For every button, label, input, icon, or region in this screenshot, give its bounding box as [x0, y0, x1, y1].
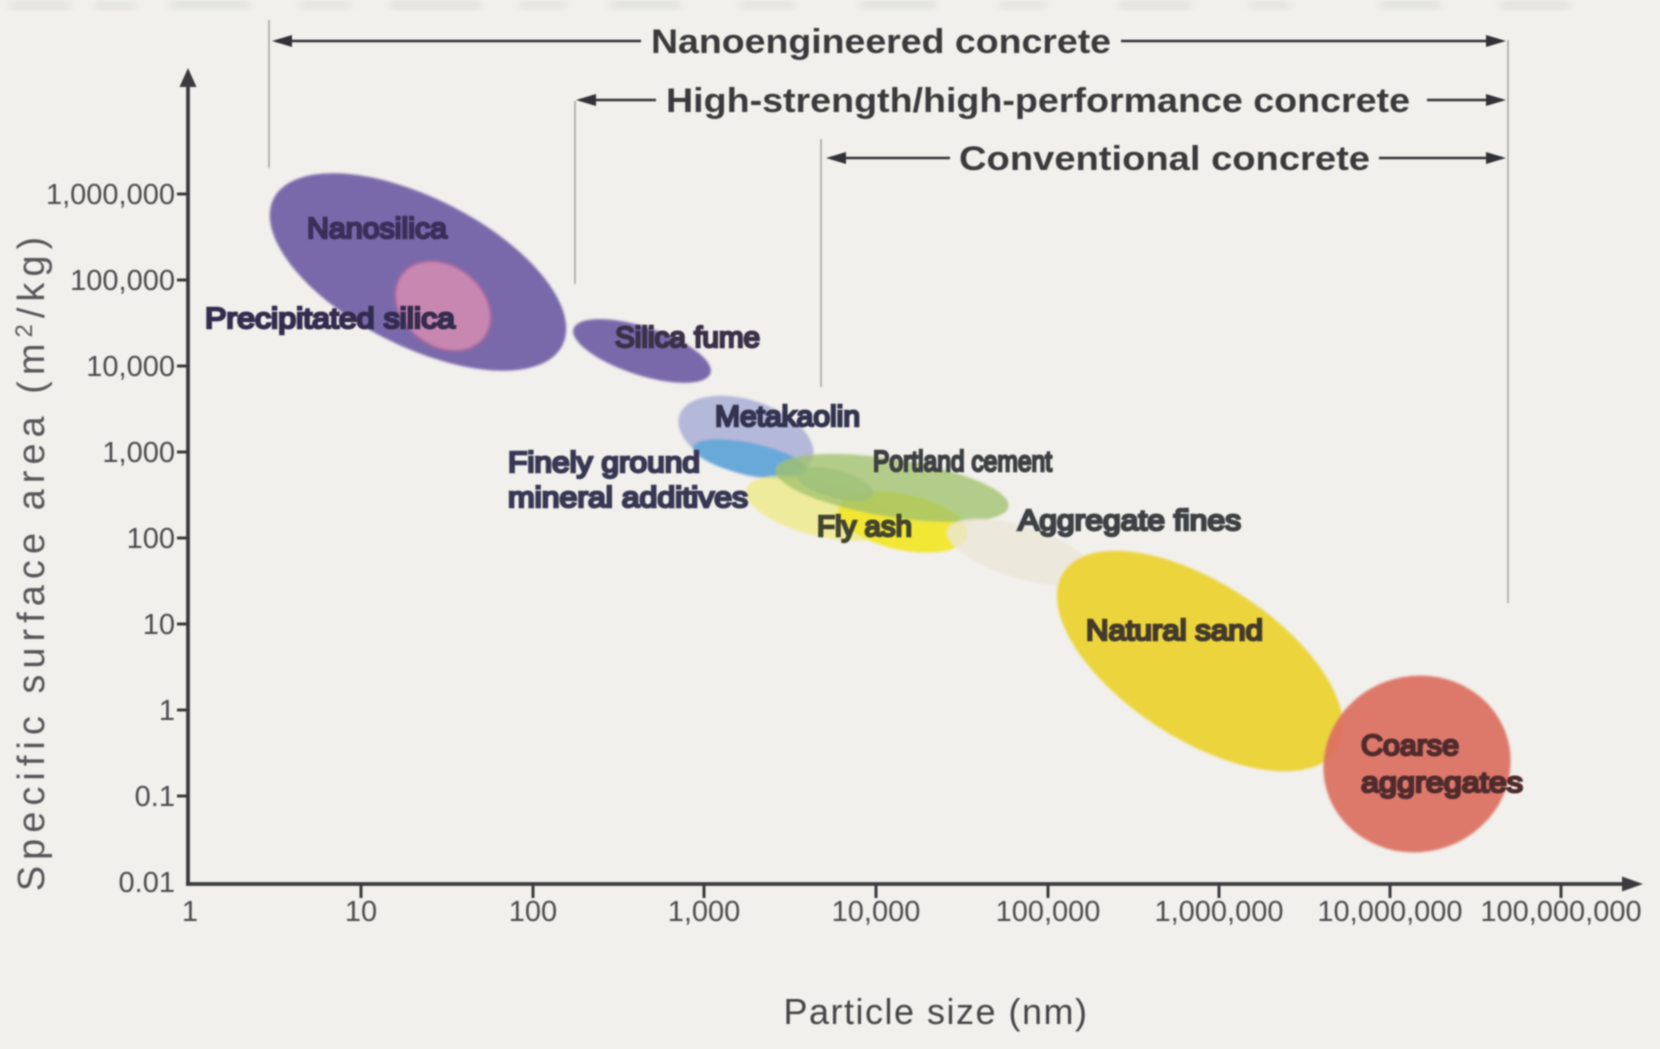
svg-text:1,000,000: 1,000,000	[1154, 896, 1283, 928]
svg-text:Metakaolin: Metakaolin	[715, 401, 860, 433]
svg-text:100: 100	[509, 896, 557, 928]
svg-text:100: 100	[127, 523, 175, 555]
svg-text:Specific surface area (m2/kg): Specific surface area (m2/kg)	[11, 231, 53, 891]
svg-text:Particle size (nm): Particle size (nm)	[783, 991, 1088, 1032]
svg-text:Fly ash: Fly ash	[817, 511, 912, 543]
svg-text:1,000: 1,000	[668, 896, 741, 928]
svg-text:Natural sand: Natural sand	[1086, 615, 1263, 647]
svg-text:10,000: 10,000	[832, 896, 921, 928]
svg-text:Aggregate fines: Aggregate fines	[1018, 505, 1241, 537]
svg-text:100,000,000: 100,000,000	[1480, 896, 1641, 928]
svg-text:Portland cement: Portland cement	[873, 446, 1052, 478]
svg-text:Coarse: Coarse	[1361, 730, 1459, 762]
svg-text:1,000: 1,000	[102, 437, 175, 469]
svg-text:10,000,000: 10,000,000	[1317, 896, 1462, 928]
svg-text:Nanosilica: Nanosilica	[307, 213, 448, 245]
svg-text:0.01: 0.01	[119, 867, 175, 899]
svg-text:Precipitated silica: Precipitated silica	[205, 303, 456, 335]
svg-text:1: 1	[159, 695, 175, 727]
svg-text:10,000: 10,000	[86, 351, 175, 383]
svg-text:10: 10	[143, 609, 175, 641]
svg-text:Nanoengineered concrete: Nanoengineered concrete	[651, 23, 1111, 61]
svg-text:mineral additives: mineral additives	[508, 482, 748, 514]
svg-text:1,000,000: 1,000,000	[46, 179, 175, 211]
svg-text:aggregates: aggregates	[1361, 767, 1523, 799]
svg-text:100,000: 100,000	[70, 265, 175, 297]
svg-text:100,000: 100,000	[996, 896, 1101, 928]
svg-text:Finely ground: Finely ground	[508, 447, 700, 479]
svg-text:Conventional concrete: Conventional concrete	[959, 140, 1370, 178]
svg-text:High-strength/high-performance: High-strength/high-performance concrete	[666, 82, 1410, 120]
svg-text:1: 1	[182, 896, 198, 928]
svg-text:10: 10	[345, 896, 377, 928]
svg-text:Silica fume: Silica fume	[615, 322, 760, 354]
svg-text:0.1: 0.1	[135, 781, 175, 813]
